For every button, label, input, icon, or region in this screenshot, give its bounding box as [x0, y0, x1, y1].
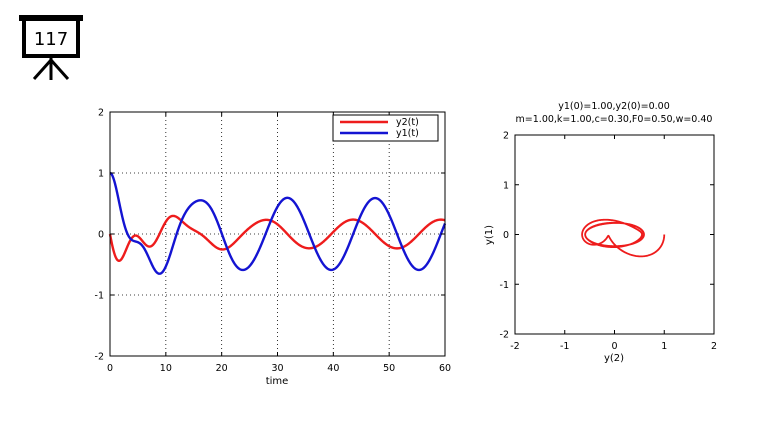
x-axis-label: time: [266, 376, 289, 387]
x-tick-label: 2: [711, 341, 717, 352]
y-tick-label: -1: [95, 291, 104, 302]
y-tick-label: -2: [500, 330, 509, 341]
y-axis-label: y(1): [484, 225, 495, 245]
y-tick-label: -2: [95, 352, 104, 363]
legend-box: [332, 114, 439, 142]
x-tick-label: 0: [611, 341, 617, 352]
y-tick-label: 0: [98, 230, 104, 241]
x-tick-labels: -2 -1 0 1 2: [510, 341, 717, 352]
y-tick-label: 2: [503, 131, 509, 142]
x-tick-label: 0: [107, 363, 113, 374]
x-axis-label: y(2): [604, 353, 624, 364]
tick-marks: [109, 111, 446, 357]
legend: y2(t) y1(t): [332, 114, 439, 142]
x-tick-labels: 0 10 20 30 40 50 60: [107, 363, 451, 374]
grid-lines: [110, 112, 445, 356]
x-tick-label: 40: [327, 363, 339, 374]
slide-number: 117: [34, 29, 68, 50]
tick-marks: [514, 134, 715, 335]
series-lines: [108, 171, 447, 275]
chart-title-line2: m=1.00,k=1.00,c=0.30,F0=0.50,w=0.40: [516, 114, 713, 125]
x-tick-label: 60: [439, 363, 451, 374]
chart-title-line1: y1(0)=1.00,y2(0)=0.00: [558, 101, 670, 112]
y-tick-label: 2: [98, 108, 104, 119]
phase-portrait-chart: y1(0)=1.00,y2(0)=0.00 m=1.00,k=1.00,c=0.…: [484, 101, 717, 364]
phase-trajectory-line: [581, 218, 666, 258]
x-tick-label: -1: [560, 341, 569, 352]
legend-label-y2: y2(t): [396, 117, 419, 128]
series-lines: [581, 218, 666, 258]
legend-label-y1: y1(t): [396, 128, 419, 139]
x-tick-label: 1: [661, 341, 667, 352]
x-tick-label: -2: [510, 341, 519, 352]
x-tick-label: 10: [160, 363, 172, 374]
x-tick-label: 20: [216, 363, 228, 374]
y-tick-labels: -2 -1 0 1 2: [500, 131, 509, 341]
plot-frame: [514, 134, 715, 335]
x-tick-label: 30: [271, 363, 283, 374]
y-tick-label: 0: [503, 230, 509, 241]
y-tick-label: 1: [98, 169, 104, 180]
x-tick-label: 50: [383, 363, 395, 374]
presentation-board-icon: 117: [19, 15, 83, 81]
y-tick-label: -1: [500, 280, 509, 291]
time-series-chart: 0 10 20 30 40 50 60 -2 -1 0 1 2 time y2(t) y1(t): [95, 108, 452, 388]
y-tick-label: 1: [503, 180, 509, 191]
series-line-y1: [109, 171, 447, 275]
y-tick-labels: -2 -1 0 1 2: [95, 108, 104, 363]
series-line-y2: [108, 214, 446, 263]
